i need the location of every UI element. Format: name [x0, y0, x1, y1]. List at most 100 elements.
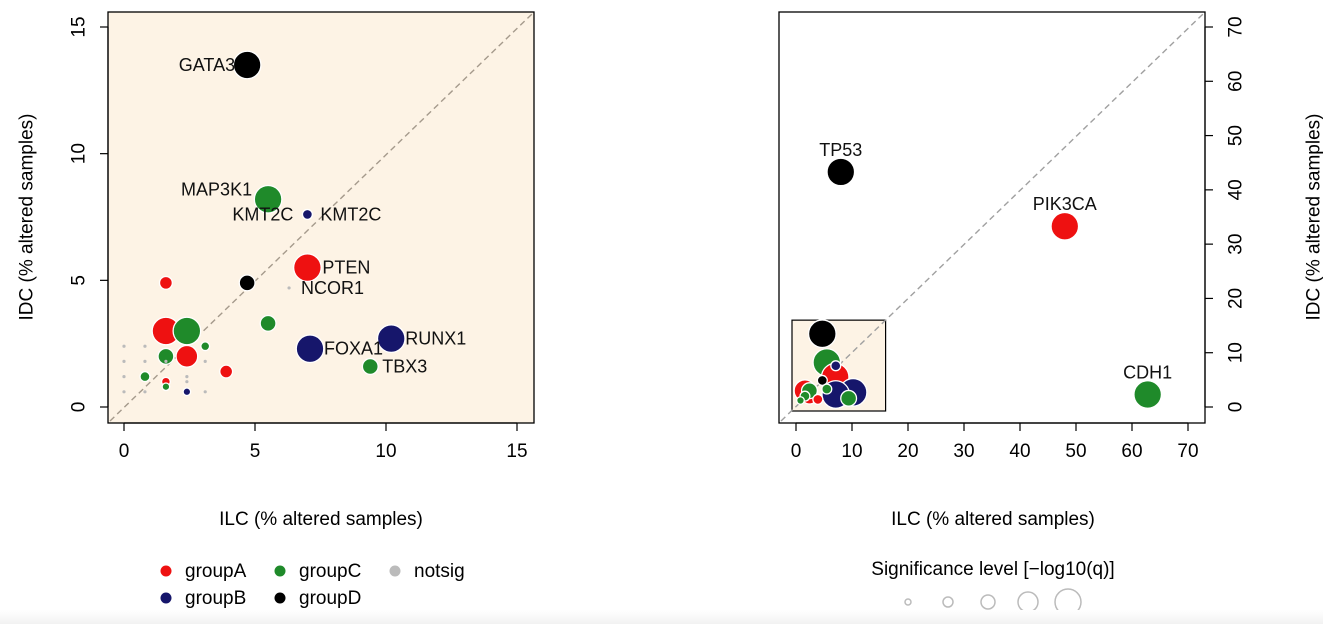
data-point-groupD	[826, 157, 856, 187]
legend-dot-groupA	[160, 565, 172, 577]
x-tick-label: 15	[506, 441, 527, 462]
x-tick-label: 50	[1065, 441, 1086, 462]
data-point-groupA	[175, 344, 199, 368]
right-scatter-panel: TP53 PIK3CA CDH1 0 10 20 30 40 50 60 70 0 10 20 30 40 50…	[778, 11, 1323, 530]
right-x-axis-label: ILC (% altered samples)	[891, 509, 1095, 530]
data-point-groupB	[295, 334, 325, 364]
right-y-axis-label: IDC (% altered samples)	[1304, 114, 1323, 321]
gene-label: KMT2C	[320, 204, 381, 224]
data-point-groupD	[232, 50, 262, 80]
gene-label: CDH1	[1123, 363, 1172, 383]
left-y-axis-label: IDC (% altered samples)	[17, 114, 38, 321]
data-point-notsig	[122, 375, 126, 379]
data-point-notsig	[122, 344, 126, 348]
data-point-groupC	[157, 347, 175, 365]
legend-label-groupB: groupB	[185, 588, 246, 609]
data-point-groupA	[219, 364, 234, 379]
left-plot-frame	[107, 11, 535, 424]
data-point-groupB	[376, 324, 406, 354]
y-tick-label: 30	[1226, 234, 1247, 255]
legend-dot-notsig	[389, 565, 401, 577]
legend-dot-groupD	[274, 592, 286, 604]
size-legend-title: Significance level [−log10(q)]	[871, 559, 1114, 580]
data-point-groupC	[1133, 380, 1163, 409]
significance-size-legend: Significance level [−log10(q)]	[871, 559, 1115, 616]
gene-label: MAP3K1	[181, 179, 252, 199]
x-tick-label: 0	[119, 441, 130, 462]
data-point-groupC	[172, 316, 202, 346]
data-point-groupB	[830, 360, 842, 372]
gene-label: RUNX1	[405, 329, 466, 349]
data-point-notsig	[185, 375, 189, 379]
legend-dot-groupB	[160, 592, 172, 604]
data-point-groupC	[139, 371, 151, 383]
data-point-groupD	[807, 319, 837, 349]
gene-label: PTEN	[322, 258, 370, 278]
x-tick-label: 30	[953, 441, 974, 462]
data-point-groupC	[253, 184, 283, 214]
data-point-groupC	[796, 396, 805, 405]
x-tick-label: 5	[250, 441, 261, 462]
legend-label-groupD: groupD	[299, 588, 361, 609]
identity-diagonal-line	[109, 13, 533, 422]
gene-label: TBX3	[382, 356, 427, 376]
y-tick-label: 5	[69, 275, 90, 286]
bottom-fade	[0, 610, 1323, 624]
size-legend-circle	[904, 598, 912, 606]
data-point-notsig	[185, 380, 189, 384]
gene-label: FOXA1	[324, 339, 383, 359]
x-tick-label: 0	[791, 441, 802, 462]
data-point-groupC	[161, 382, 171, 392]
data-point-notsig	[143, 344, 147, 348]
y-tick-label: 15	[69, 16, 90, 37]
data-point-groupC	[259, 314, 277, 332]
gene-label: PIK3CA	[1033, 194, 1097, 214]
data-point-notsig	[203, 359, 207, 363]
group-legend: groupA groupC notsig groupB groupD	[160, 561, 465, 609]
data-point-notsig	[122, 359, 126, 363]
data-point-groupB	[301, 208, 313, 221]
data-point-notsig	[203, 390, 207, 394]
gene-label: GATA3	[179, 55, 235, 75]
gene-label: NCOR1	[301, 278, 364, 298]
data-point-groupC	[361, 357, 379, 375]
gene-label: TP53	[819, 140, 862, 160]
size-legend-circle	[1017, 591, 1039, 613]
data-point-groupC	[200, 341, 211, 352]
x-tick-label: 20	[897, 441, 918, 462]
data-point-notsig	[143, 390, 147, 394]
gene-label: KMT2C	[232, 204, 293, 224]
data-point-groupC	[821, 383, 833, 395]
y-tick-label: 10	[1226, 342, 1247, 363]
y-tick-label: 0	[69, 402, 90, 413]
x-tick-label: 10	[375, 441, 396, 462]
data-point-groupD	[238, 274, 256, 292]
y-tick-label: 40	[1226, 179, 1247, 200]
data-point-groupC	[840, 389, 858, 407]
legend-label-groupC: groupC	[299, 561, 361, 582]
x-tick-label: 10	[841, 441, 862, 462]
size-legend-circle	[942, 596, 954, 608]
x-tick-label: 40	[1009, 441, 1030, 462]
data-point-groupA	[1050, 211, 1080, 241]
y-tick-label: 70	[1226, 16, 1247, 37]
data-point-groupB	[182, 387, 192, 397]
data-point-groupD	[816, 374, 828, 386]
size-legend-circle	[980, 594, 996, 610]
data-point-groupA	[812, 393, 824, 405]
legend-dot-groupC	[274, 565, 286, 577]
legend-label-groupA: groupA	[185, 561, 247, 582]
y-tick-label: 50	[1226, 125, 1247, 146]
data-point-notsig	[143, 359, 147, 363]
data-point-notsig	[164, 359, 168, 363]
y-tick-label: 0	[1226, 402, 1247, 413]
data-point-notsig	[287, 286, 291, 290]
x-tick-label: 70	[1177, 441, 1198, 462]
left-x-axis-label: ILC (% altered samples)	[219, 509, 423, 530]
y-tick-label: 20	[1226, 288, 1247, 309]
data-point-groupA	[292, 253, 322, 283]
y-tick-label: 60	[1226, 71, 1247, 92]
data-point-groupA	[158, 275, 173, 290]
